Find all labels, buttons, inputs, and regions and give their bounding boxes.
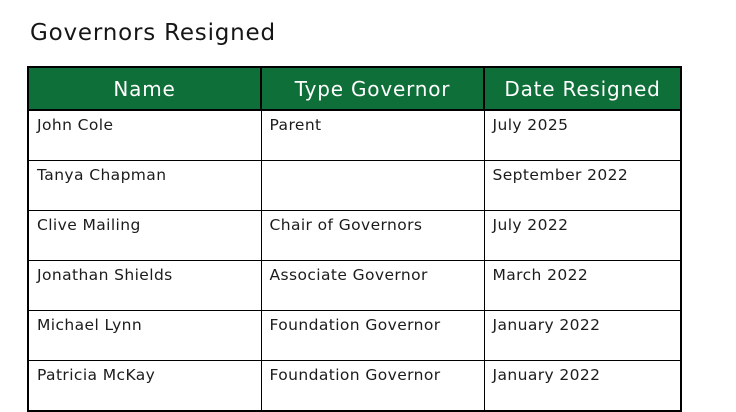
- table-row: Patricia McKay Foundation Governor Janua…: [27, 360, 682, 412]
- table-row: John Cole Parent July 2025: [27, 109, 682, 161]
- cell-name: Tanya Chapman: [27, 160, 262, 211]
- cell-type-governor: Foundation Governor: [260, 310, 485, 361]
- cell-type-governor: Chair of Governors: [260, 210, 485, 261]
- cell-date-resigned: January 2022: [483, 360, 682, 412]
- column-header-type-governor: Type Governor: [260, 66, 485, 111]
- cell-name: John Cole: [27, 109, 262, 161]
- cell-date-resigned: July 2025: [483, 109, 682, 161]
- table-row: Tanya Chapman September 2022: [27, 160, 682, 211]
- table-header: Name Type Governor Date Resigned: [27, 66, 682, 111]
- cell-name: Jonathan Shields: [27, 260, 262, 311]
- table-row: Jonathan Shields Associate Governor Marc…: [27, 260, 682, 311]
- cell-type-governor: Parent: [260, 109, 485, 161]
- cell-type-governor: Foundation Governor: [260, 360, 485, 412]
- table-row: Clive Mailing Chair of Governors July 20…: [27, 210, 682, 261]
- cell-date-resigned: March 2022: [483, 260, 682, 311]
- table-header-row: Name Type Governor Date Resigned: [27, 66, 682, 111]
- cell-date-resigned: January 2022: [483, 310, 682, 361]
- column-header-date-resigned: Date Resigned: [483, 66, 682, 111]
- table-body: John Cole Parent July 2025 Tanya Chapman…: [27, 109, 682, 412]
- governors-resigned-table: Name Type Governor Date Resigned John Co…: [27, 66, 682, 412]
- document-title: Governors Resigned: [30, 20, 276, 46]
- cell-name: Patricia McKay: [27, 360, 262, 412]
- table-row: Michael Lynn Foundation Governor January…: [27, 310, 682, 361]
- cell-type-governor: [260, 160, 485, 211]
- column-header-name: Name: [27, 66, 262, 111]
- cell-date-resigned: September 2022: [483, 160, 682, 211]
- cell-name: Michael Lynn: [27, 310, 262, 361]
- cell-date-resigned: July 2022: [483, 210, 682, 261]
- cell-type-governor: Associate Governor: [260, 260, 485, 311]
- cell-name: Clive Mailing: [27, 210, 262, 261]
